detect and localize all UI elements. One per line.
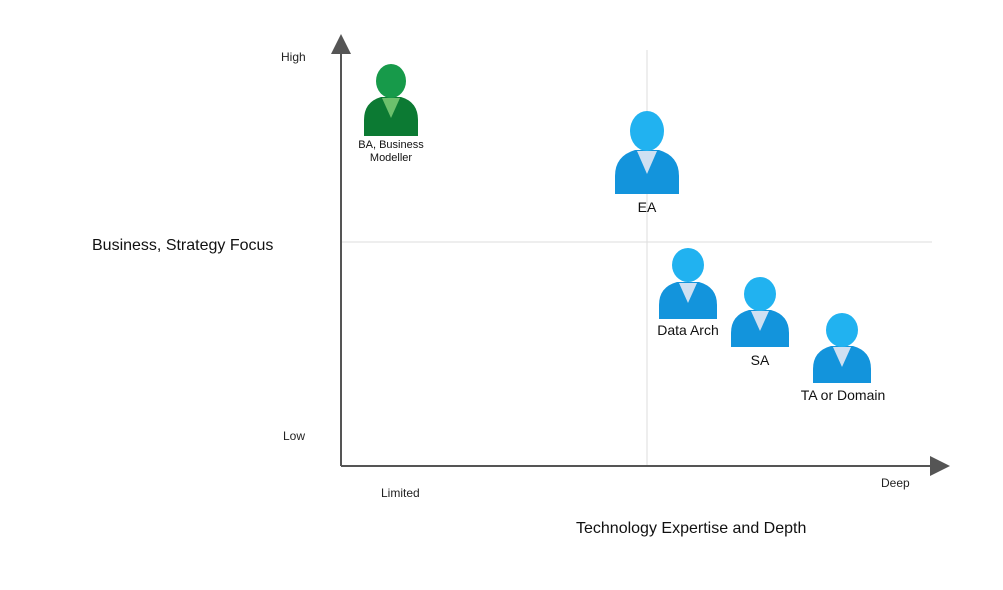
role-label-ea: EA [637,199,657,215]
person-icon-ea [615,111,679,194]
role-label-ta: TA or Domain [800,387,886,403]
x-axis-deep-label: Deep [881,476,910,490]
role-label-ba: BA, Business Modeller [358,139,424,164]
y-axis-low-label: Low [283,429,306,443]
x-axis-limited-label: Limited [381,486,420,500]
y-axis-title: Business, Strategy Focus [92,237,274,254]
person-icon-ba [364,64,418,136]
x-axis-title: Technology Expertise and Depth [576,520,807,537]
y-axis-high-label: High [281,50,306,64]
role-label-sa: SA [750,352,770,368]
person-icon-sa [731,277,789,347]
person-icon-ta [813,313,871,383]
role-label-data-arch: Data Arch [657,322,719,338]
person-icon-data-arch [659,248,717,319]
